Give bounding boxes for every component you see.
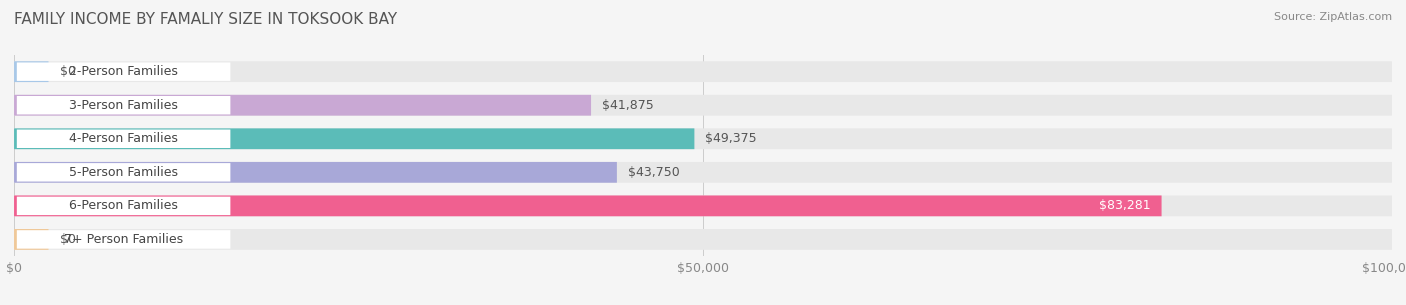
Text: $0: $0 [59, 233, 76, 246]
Text: $43,750: $43,750 [628, 166, 679, 179]
FancyBboxPatch shape [17, 163, 231, 181]
FancyBboxPatch shape [14, 95, 1392, 116]
Text: 7+ Person Families: 7+ Person Families [65, 233, 183, 246]
Text: $49,375: $49,375 [706, 132, 756, 145]
FancyBboxPatch shape [14, 229, 1392, 250]
FancyBboxPatch shape [14, 61, 1392, 82]
Text: $41,875: $41,875 [602, 99, 654, 112]
Text: $83,281: $83,281 [1099, 199, 1150, 212]
FancyBboxPatch shape [17, 130, 231, 148]
FancyBboxPatch shape [17, 197, 231, 215]
Text: FAMILY INCOME BY FAMALIY SIZE IN TOKSOOK BAY: FAMILY INCOME BY FAMALIY SIZE IN TOKSOOK… [14, 12, 396, 27]
FancyBboxPatch shape [14, 61, 48, 82]
Text: 3-Person Families: 3-Person Families [69, 99, 179, 112]
Text: 5-Person Families: 5-Person Families [69, 166, 179, 179]
Text: 6-Person Families: 6-Person Families [69, 199, 179, 212]
FancyBboxPatch shape [17, 230, 231, 249]
FancyBboxPatch shape [14, 229, 48, 250]
FancyBboxPatch shape [14, 95, 591, 116]
FancyBboxPatch shape [14, 196, 1161, 216]
FancyBboxPatch shape [17, 96, 231, 114]
Text: 4-Person Families: 4-Person Families [69, 132, 179, 145]
FancyBboxPatch shape [17, 63, 231, 81]
Text: $0: $0 [59, 65, 76, 78]
FancyBboxPatch shape [14, 162, 617, 183]
Text: Source: ZipAtlas.com: Source: ZipAtlas.com [1274, 12, 1392, 22]
FancyBboxPatch shape [14, 128, 1392, 149]
FancyBboxPatch shape [14, 196, 1392, 216]
FancyBboxPatch shape [14, 162, 1392, 183]
Text: 2-Person Families: 2-Person Families [69, 65, 179, 78]
FancyBboxPatch shape [14, 128, 695, 149]
